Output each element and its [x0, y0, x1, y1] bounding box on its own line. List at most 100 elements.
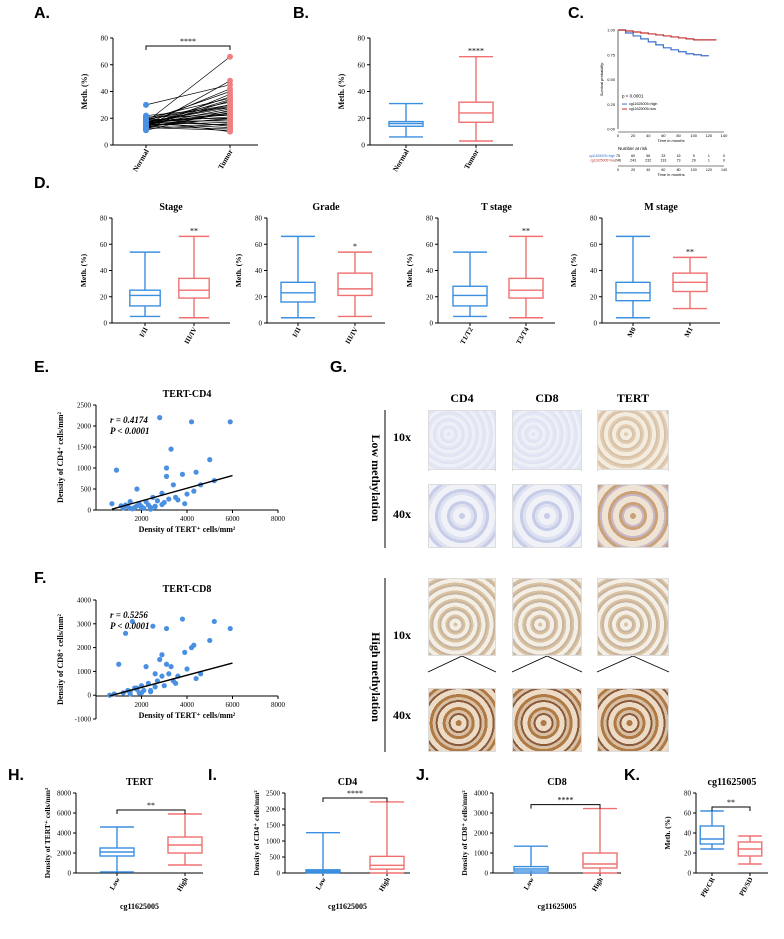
- box-Low: [513, 845, 549, 874]
- y-tick-label: 4000: [57, 830, 72, 838]
- iqr-box: [178, 277, 210, 299]
- y-tick-label: 0: [88, 692, 92, 700]
- chart-title: cg11625005: [708, 777, 757, 788]
- x-tick-label: Low: [314, 875, 328, 891]
- x-axis-label: Time in months: [657, 138, 684, 143]
- y-tick-label: 80: [101, 34, 109, 43]
- y-tick-label: 40: [426, 267, 434, 275]
- x-tick-label: 4000: [180, 701, 195, 709]
- y-tick-label: 2000: [77, 423, 92, 431]
- paired-lines: [145, 56, 231, 132]
- y-tick-label: 40: [255, 267, 263, 275]
- box-High: [582, 807, 618, 874]
- risk-cell: 0: [723, 154, 725, 158]
- iqr-box: [615, 281, 651, 302]
- x-tick-label: 100: [690, 133, 697, 138]
- chart-A: 0 20 40 60 80 Meth. (%) Normal Tumor ****: [80, 34, 258, 173]
- data-point: [184, 666, 190, 672]
- y-tick-label: 0.50: [607, 77, 616, 82]
- significance-label: **: [147, 801, 155, 810]
- data-point: [166, 496, 172, 502]
- box-Normal: [388, 102, 424, 138]
- box-Low: [99, 826, 135, 873]
- x-tick-label: 6000: [226, 701, 241, 709]
- data-point: [191, 642, 197, 648]
- data-point: [122, 630, 129, 636]
- data-point: [109, 501, 115, 507]
- y-tick-label: 4000: [474, 790, 489, 798]
- box-Tumor: [458, 56, 494, 142]
- data-point: [168, 664, 174, 670]
- x-tick-label: High: [377, 876, 391, 893]
- significance-label: ****: [558, 796, 574, 805]
- panel-label-b: B.: [293, 5, 309, 22]
- y-tick-label: 20: [101, 114, 109, 123]
- data-point: [159, 501, 165, 508]
- y-tick-label: 80: [684, 790, 692, 798]
- x-tick-label: 20: [631, 133, 636, 138]
- y-axis-label: Meth. (%): [80, 73, 89, 109]
- tumor-point: [227, 128, 233, 135]
- y-tick-label: 500: [270, 854, 281, 862]
- y-tick-label: 60: [684, 810, 692, 818]
- chart-title: TERT: [126, 777, 153, 788]
- chart-D4: 0 20 40 60 80 Meth. (%) M0 M1 M stage **: [569, 202, 720, 339]
- box-High: [369, 801, 405, 874]
- pair-line: [145, 115, 231, 118]
- y-tick-label: 0: [485, 870, 489, 878]
- data-point: [182, 649, 188, 655]
- x-axis-label: cg11625005: [120, 902, 159, 911]
- hist-high-10x-cd8: [512, 578, 582, 656]
- x-tick-label: 6000: [226, 515, 241, 523]
- significance-bracket: [711, 806, 751, 811]
- data-point: [193, 675, 199, 682]
- data-point: [127, 691, 133, 697]
- chart-B: 0 20 40 60 80 Meth. (%) Normal Tumor ****: [337, 34, 513, 174]
- y-tick-label: 0: [104, 141, 108, 150]
- data-point: [138, 690, 145, 696]
- iqr-box: [508, 277, 544, 299]
- iqr-box: [369, 855, 405, 870]
- data-point: [182, 501, 188, 507]
- x-tick-label: High: [175, 876, 189, 893]
- data-point: [134, 486, 140, 492]
- y-axis-label: Density of TERT⁺ cells/mm²: [43, 787, 52, 878]
- panel-label-g: G.: [330, 359, 347, 376]
- x-tick-label: Normal: [391, 148, 411, 174]
- y-tick-label: 2000: [266, 806, 281, 814]
- risk-cell: 56: [646, 154, 650, 158]
- x-tick-label: Low: [108, 875, 122, 891]
- x-tick-label: 140: [721, 133, 728, 138]
- y-tick-label: 80: [255, 215, 263, 223]
- data-point: [207, 457, 213, 463]
- hist-low-10x-cd4: [428, 410, 496, 470]
- data-point: [159, 673, 165, 679]
- box-I/II: [129, 251, 161, 318]
- y-tick-label: 2000: [77, 644, 92, 652]
- legend-label: cg11625005=low: [629, 107, 656, 111]
- y-tick-label: 0: [430, 320, 434, 328]
- chart-title: TERT-CD4: [163, 389, 212, 400]
- chart-H: 0 2000 4000 6000 8000 Density of TERT⁺ cells/…: [43, 777, 203, 911]
- y-axis-label: Density of CD8⁺ cells/mm²: [56, 613, 65, 704]
- data-point: [150, 623, 156, 629]
- risk-x-tick: 60: [661, 168, 665, 172]
- chart-title: Grade: [312, 202, 340, 213]
- x-tick-label: 8000: [271, 515, 286, 523]
- chart-title: M stage: [644, 202, 678, 213]
- data-point: [138, 504, 145, 511]
- histology-labels: CD4 CD8 TERT Low methylation High methyl…: [369, 391, 670, 752]
- box-T1/T2: [452, 251, 488, 318]
- x-tick-label: 80: [676, 133, 681, 138]
- data-point: [191, 488, 197, 494]
- box-T3/T4: [508, 235, 544, 319]
- hist-mag-low-40x: 40x: [393, 507, 411, 521]
- chart-D2: 0 20 40 60 80 Meth. (%) I/II III/IV Grade *: [234, 202, 385, 346]
- y-tick-label: 1000: [77, 465, 92, 473]
- pair-line: [145, 99, 231, 126]
- x-tick-label: I/II: [138, 326, 150, 339]
- data-point: [207, 637, 213, 644]
- risk-cell: 1: [708, 154, 710, 158]
- chart-C: 0.000.250.500.751.000 20 40 60 80 100 120 140Ti…: [589, 28, 728, 178]
